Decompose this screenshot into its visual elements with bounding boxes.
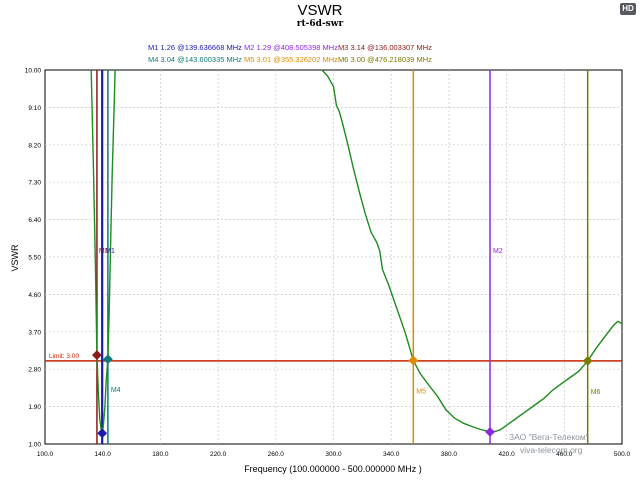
watermark-url: viva-telecom.org bbox=[520, 445, 583, 455]
watermark-company: ЗАО "Вега-Телеком" bbox=[509, 432, 589, 442]
x-tick-label: 100.0 bbox=[37, 451, 54, 458]
hd-badge[interactable]: HD bbox=[620, 3, 636, 15]
y-tick-label: 7.30 bbox=[28, 180, 41, 187]
marker-label-m2: M2 bbox=[493, 248, 503, 255]
marker-point-m3[interactable] bbox=[92, 350, 102, 360]
legend-entry-m4: M4 3.04 @143.600335 MHz bbox=[148, 55, 245, 64]
y-tick-label: 9.10 bbox=[28, 105, 41, 112]
x-tick-label: 500.0 bbox=[614, 451, 631, 458]
legend-entry-m2: M2 1.29 @408.505398 MHz bbox=[244, 43, 338, 52]
x-axis-label: Frequency (100.000000 - 500.000000 MHz ) bbox=[244, 464, 422, 474]
marker-point-m5[interactable] bbox=[408, 355, 419, 366]
legend-entry-m5: M5 3.01 @355.326202 MHz bbox=[244, 55, 338, 64]
x-tick-label: 220.0 bbox=[210, 451, 227, 458]
y-tick-label: 2.80 bbox=[28, 367, 41, 374]
y-tick-label: 4.60 bbox=[28, 292, 41, 299]
gridlines bbox=[45, 70, 622, 444]
chart-title: VSWR bbox=[297, 2, 343, 19]
x-tick-label: 180.0 bbox=[152, 451, 169, 458]
marker-point-m2[interactable] bbox=[485, 427, 495, 437]
marker-label-m4: M4 bbox=[111, 387, 121, 394]
y-tick-label: 6.40 bbox=[28, 217, 41, 224]
x-tick-label: 420.0 bbox=[498, 451, 515, 458]
marker-lines bbox=[96, 70, 589, 444]
marker-points: M1 M2 M3 M4 M5 M6 bbox=[92, 248, 601, 439]
marker-point-m6[interactable] bbox=[582, 355, 593, 366]
x-tick-label: 340.0 bbox=[383, 451, 400, 458]
x-tick-label: 300.0 bbox=[325, 451, 342, 458]
marker-label-m5: M5 bbox=[416, 388, 426, 395]
legend-entry-m3: M3 3.14 @136.003307 MHz bbox=[337, 43, 432, 52]
limit-layer: Limit: 3.00 bbox=[45, 353, 622, 362]
y-tick-label: 1.00 bbox=[28, 442, 41, 449]
marker-point-m4[interactable] bbox=[102, 354, 113, 365]
legend-entry-m6: M6 3.00 @476.218039 MHz bbox=[337, 55, 432, 64]
marker-legend-row-2: M4 3.04 @143.600335 MHz M5 3.01 @355.326… bbox=[148, 55, 432, 64]
y-axis-label: VSWR bbox=[10, 244, 20, 272]
x-tick-label: 380.0 bbox=[441, 451, 458, 458]
x-tick-label: 140.0 bbox=[95, 451, 112, 458]
y-tick-label: 5.50 bbox=[28, 255, 41, 262]
y-tick-label: 1.90 bbox=[28, 404, 41, 411]
marker-label-m1: M1 bbox=[105, 248, 115, 255]
tick-labels: 100.0 140.0 180.0 220.0 260.0 300.0 340.0 380.0… bbox=[25, 68, 631, 459]
limit-label: Limit: 3.00 bbox=[49, 353, 79, 360]
y-tick-label: 10.00 bbox=[25, 68, 42, 75]
series-line-vswr bbox=[90, 69, 623, 434]
x-tick-label: 260.0 bbox=[268, 451, 285, 458]
chart-subtitle: rt-6d-swr bbox=[296, 19, 344, 29]
series-layer bbox=[90, 69, 623, 434]
marker-label-m6: M6 bbox=[591, 389, 601, 396]
marker-label-m3: M3 bbox=[99, 248, 109, 255]
y-tick-label: 8.20 bbox=[28, 142, 41, 149]
x-tick-label: 460.0 bbox=[556, 451, 573, 458]
y-tick-label: 3.70 bbox=[28, 329, 41, 336]
legend-entry-m1: M1 1.26 @139.636668 MHz bbox=[148, 43, 245, 52]
marker-point-m1[interactable] bbox=[97, 428, 108, 439]
marker-legend-row-1: M1 1.26 @139.636668 MHz M2 1.29 @408.505… bbox=[148, 43, 432, 52]
